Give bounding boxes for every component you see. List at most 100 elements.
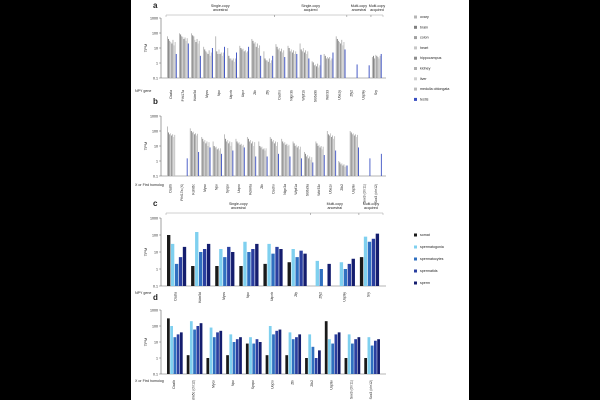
category-label-kdm6a: Kdm6a <box>249 184 253 195</box>
bar-somat-npx <box>239 266 243 286</box>
bar-ovary-mycx <box>201 136 203 176</box>
bar-testis-uba1x <box>335 150 337 176</box>
bar-liver-wdr33 <box>330 60 332 78</box>
bar-brain-wdr33 <box>324 55 326 78</box>
category-label-mycx: Mycx <box>211 380 215 388</box>
group-label-multi-copy-acquired: Multi-copy acquired <box>369 4 386 12</box>
bar-ovary-zfx <box>258 141 260 176</box>
category-label-npx: Npx <box>214 184 218 190</box>
bar-testis-kdm5d <box>199 55 201 78</box>
bar-medulla-oblongata-kdm6a <box>254 142 256 176</box>
bar-medulla-oblongata-usp9x <box>357 134 358 176</box>
bar-ovary-uba1x <box>326 131 328 176</box>
bar-liver-mycx <box>207 146 209 176</box>
bar-brain-uba1y <box>336 38 338 78</box>
bar-testis-dachs <box>284 57 286 78</box>
bar-colon-uba1y <box>337 40 339 78</box>
bar-sperm-mycx <box>219 330 223 374</box>
legend-label-spermatogonia: spermatogonia <box>420 245 444 249</box>
bar-hippocampus-uba1x <box>331 136 332 176</box>
category-label-sox3-chr12: Sox3 (chr12) <box>374 184 378 203</box>
group-bracket <box>310 212 360 215</box>
group-label-multi-copy-acquired: Multi-copy acquired <box>363 202 380 210</box>
bar-colon-dachs <box>277 49 279 78</box>
bar-brain-fthl17a <box>180 34 182 78</box>
bar-heart-nlgn3a <box>284 142 286 176</box>
bar-liver-slc6a9a <box>310 159 312 176</box>
bar-colon-dazlb <box>169 134 170 176</box>
bar-somat-usp9x <box>324 321 328 374</box>
bar-spermatogonia-sycpx <box>249 337 252 374</box>
bar-testis-uba1y <box>344 49 346 78</box>
y-tick-label: 1000 <box>150 217 158 221</box>
bar-testis-mycx <box>209 147 211 176</box>
bar-liver-kdm5c <box>196 135 197 176</box>
bar-heart-fthl17a <box>182 36 184 78</box>
bar-testis-zfy2 <box>356 64 358 78</box>
bar-spermatogonia-npx <box>229 334 233 374</box>
category-label-zfx: Zfx <box>290 380 294 385</box>
bar-sperm-kdm5d <box>206 243 211 286</box>
bar-spermatocytes-uqcrx <box>272 334 275 374</box>
bar-somat-zfx2 <box>305 358 308 374</box>
bar-hippocampus-mycx <box>205 143 207 176</box>
row-label: NPY gene <box>135 89 151 93</box>
bar-testis-nlgn3a <box>289 156 291 176</box>
bar-somat-uqcrb <box>263 263 267 286</box>
bar-ovary-kdm6a <box>246 136 248 176</box>
y-axis-label: TPM <box>143 142 148 150</box>
bar-testis-npx <box>221 153 222 176</box>
bar-hippocampus-kdm5d <box>195 42 197 78</box>
bar-kidney-sry <box>377 57 379 78</box>
y-tick-label: 0.1 <box>153 175 158 179</box>
bar-spermatids-npx <box>235 339 239 374</box>
bar-somat-npx <box>226 355 229 374</box>
y-axis-label: TPM <box>143 248 148 256</box>
bar-medulla-oblongata-mycx <box>208 142 210 176</box>
legend-swatch-medulla-oblongata <box>414 87 417 91</box>
bar-ovary-slc6a9a <box>304 151 305 176</box>
bar-heart-dazlb <box>170 133 171 176</box>
bar-kidney-nlgn3b <box>293 50 294 78</box>
bar-medulla-oblongata-dachx <box>277 142 278 176</box>
bar-liver-sry <box>378 58 380 78</box>
category-label-zfy: Zfy <box>265 90 269 95</box>
bar-sperm-kdm5c-chr12 <box>199 323 203 374</box>
bar-sperm-zfx <box>298 334 302 374</box>
bar-hippocampus-sry <box>376 55 378 78</box>
bar-medulla-oblongata-dazlb <box>174 134 176 176</box>
category-label-dazlb: Dazlb <box>169 184 173 193</box>
bar-hippocampus-wipf1a <box>296 147 298 176</box>
bar-sperm-npx <box>239 337 242 374</box>
bar-brain-dachs <box>276 46 278 78</box>
bar-heart-dazla <box>170 42 172 78</box>
bar-spermatocytes-zfy2 <box>319 269 323 286</box>
bar-ovary-mycs <box>203 46 205 78</box>
panel-b: b 1000 100 10 1 0.1 TPM X or Ftrd homolog Dazlb F… <box>135 97 386 203</box>
y-tick-label: 100 <box>152 32 158 36</box>
bar-medulla-oblongata-uba1y <box>343 42 345 78</box>
bar-testis-wdr33x <box>323 155 325 176</box>
legend-label-brain: brain <box>420 25 428 29</box>
bar-medulla-oblongata-uqcrb <box>234 58 236 78</box>
bar-medulla-oblongata-wipf1b <box>307 51 309 78</box>
bar-heart-slc6a9b <box>314 64 316 78</box>
y-tick-label: 10 <box>154 341 158 345</box>
bar-spermatocytes-uqcrb <box>271 253 275 286</box>
bar-brain-nlgn3a <box>282 141 284 176</box>
bar-liver-dazlb <box>173 136 175 176</box>
bar-brain-nlgn3b <box>288 48 290 78</box>
category-label-mycs: Mycs <box>222 292 226 300</box>
bar-colon-uqcrx <box>237 143 239 176</box>
bar-spermatocytes-dazla <box>174 263 179 286</box>
category-label-zfy: Zfy <box>294 292 298 297</box>
bar-medulla-oblongata-wdr33 <box>331 58 333 78</box>
bar-sperm-zfy <box>303 253 307 286</box>
bar-liver-zfy <box>270 63 271 78</box>
bar-heart-uba1x <box>330 133 331 176</box>
bar-ovary-dazlb <box>167 126 168 176</box>
bar-sperm-zfy2 <box>327 263 331 286</box>
y-tick-label: 1000 <box>150 115 158 119</box>
bar-ovary-wdr33 <box>323 53 325 78</box>
bar-spermatogonia-dazlb <box>170 326 173 374</box>
